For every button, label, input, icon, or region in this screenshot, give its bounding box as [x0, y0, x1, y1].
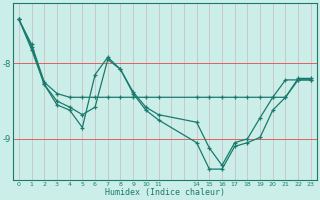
X-axis label: Humidex (Indice chaleur): Humidex (Indice chaleur)	[105, 188, 225, 197]
